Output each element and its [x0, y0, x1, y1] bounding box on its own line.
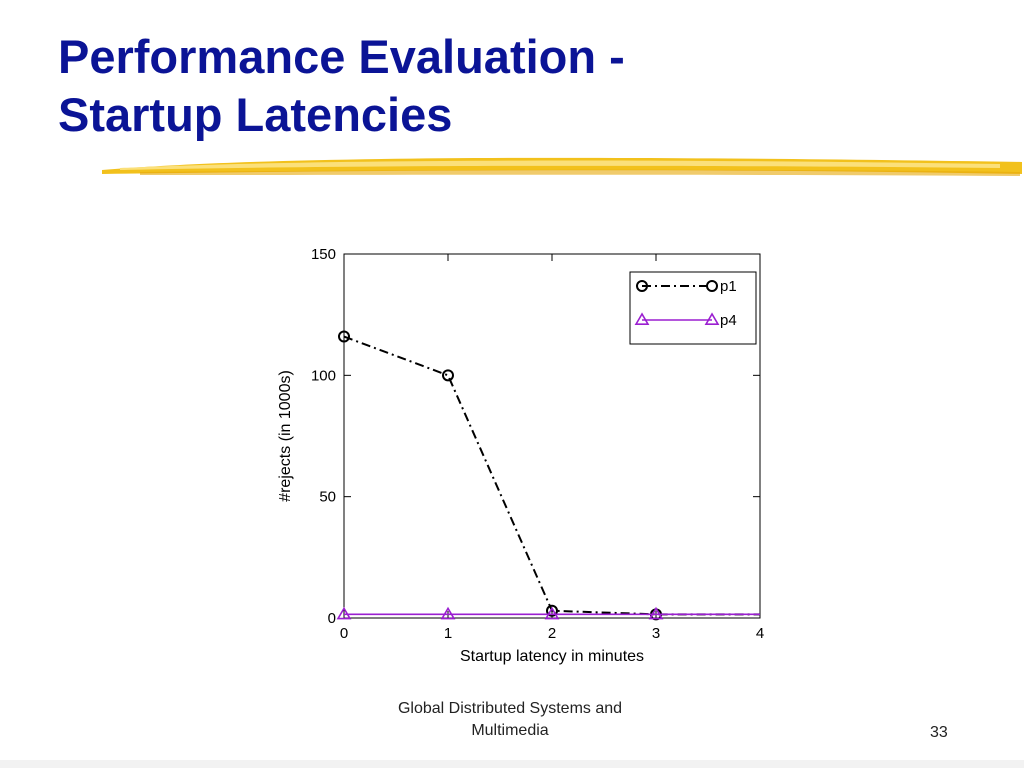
footer-line-2: Multimedia	[471, 722, 549, 739]
data-point-p4	[440, 606, 456, 620]
legend-marker-p4	[634, 312, 650, 325]
legend-marker-p1	[636, 280, 648, 292]
x-tick-label: 3	[652, 625, 660, 642]
data-point-p4	[544, 606, 560, 620]
bottom-rule	[0, 760, 1024, 768]
series-p1	[338, 330, 760, 621]
rejects-line-chart: 0 50 100 150 0 1 2 3 4 p1 p4 Startup latency in …	[277, 246, 764, 665]
underline-stroke-shadow	[140, 169, 1020, 176]
x-tick-label: 1	[444, 625, 452, 642]
legend-marker-p4	[704, 312, 720, 325]
data-point-p4	[648, 606, 664, 620]
y-tick-label: 100	[311, 367, 336, 384]
y-tick-label: 50	[319, 489, 336, 506]
legend-label-p1: p1	[720, 278, 737, 295]
footer-line-1: Global Distributed Systems and	[397, 700, 623, 717]
slide-title: Performance Evaluation - Startup Latenci…	[58, 28, 625, 144]
title-underline-stroke	[102, 157, 1022, 176]
data-point-p1	[338, 330, 350, 343]
series-p4	[336, 606, 760, 620]
legend-marker-p1	[706, 280, 718, 292]
legend-box	[629, 271, 757, 345]
underline-stroke-highlight	[120, 160, 1000, 170]
y-axis: 0 50 100 150	[311, 246, 760, 627]
slide-title-line-1: Performance Evaluation -	[58, 30, 625, 83]
x-tick-label: 0	[340, 625, 348, 642]
series-layer	[336, 330, 760, 621]
legend: p1 p4	[629, 271, 757, 345]
y-tick-label: 150	[311, 246, 336, 263]
data-point-p4	[336, 606, 352, 620]
legend-label-p4: p4	[720, 312, 737, 329]
footer-course-name: Global Distributed Systems and Multimedi…	[360, 698, 660, 742]
x-tick-label: 4	[756, 625, 764, 642]
data-point-p1	[442, 369, 454, 382]
x-axis-label: Startup latency in minutes	[460, 648, 644, 665]
x-tick-label: 2	[548, 625, 556, 642]
series-line-p1	[343, 335, 760, 616]
y-tick-label: 0	[328, 610, 336, 627]
page-number: 33	[930, 724, 948, 741]
y-axis-label: #rejects (in 1000s)	[277, 370, 294, 502]
slide-title-line-2: Startup Latencies	[58, 88, 453, 141]
data-point-p1	[546, 604, 558, 617]
